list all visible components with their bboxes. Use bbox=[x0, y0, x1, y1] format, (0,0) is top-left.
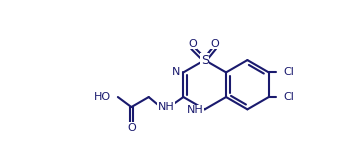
Text: S: S bbox=[201, 54, 209, 67]
Text: Cl: Cl bbox=[283, 92, 294, 102]
Text: HO: HO bbox=[94, 92, 111, 102]
Text: O: O bbox=[210, 39, 219, 49]
Text: N: N bbox=[172, 67, 180, 77]
Text: NH: NH bbox=[158, 102, 174, 112]
Text: O: O bbox=[127, 123, 136, 133]
Text: Cl: Cl bbox=[283, 67, 294, 77]
Text: NH: NH bbox=[186, 105, 203, 115]
Text: O: O bbox=[188, 39, 197, 49]
